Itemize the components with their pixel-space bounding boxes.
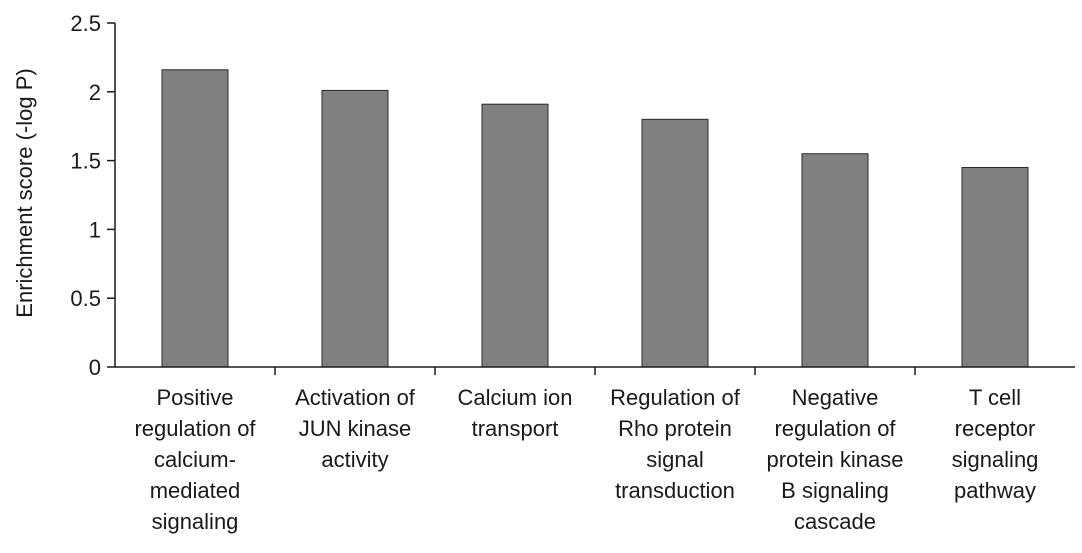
x-category-label-line: B signaling <box>781 478 889 503</box>
bar <box>321 89 389 368</box>
y-tick-label: 1.5 <box>70 149 101 174</box>
x-category-label-line: transport <box>472 416 559 441</box>
x-category-label-line: transduction <box>615 478 735 503</box>
bars-layer <box>161 69 1029 368</box>
x-category-label-line: signal <box>646 447 703 472</box>
x-category-label: Negative regulation of protein kinase B sig… <box>767 385 904 534</box>
x-category-label-line: signaling <box>952 447 1039 472</box>
y-tick-label: 2 <box>89 80 101 105</box>
x-category-label-line: mediated <box>150 478 241 503</box>
bar <box>961 166 1029 368</box>
x-category-label-line: Rho protein <box>618 416 732 441</box>
bar <box>481 103 549 368</box>
y-tick-label: 1 <box>89 217 101 242</box>
x-category-label-line: Positive <box>156 385 233 410</box>
y-tick-label: 0 <box>89 355 101 380</box>
x-category-label-line: regulation of <box>134 416 256 441</box>
x-category-label-line: Calcium ion <box>458 385 573 410</box>
x-category-label-line: regulation of <box>774 416 896 441</box>
x-category-label: Calcium ion transport <box>458 385 573 441</box>
y-tick-label: 2.5 <box>70 11 101 36</box>
x-category-label-line: Regulation of <box>610 385 741 410</box>
x-category-label-line: calcium- <box>154 447 236 472</box>
x-category-label-line: receptor <box>955 416 1036 441</box>
x-category-label-line: T cell <box>969 385 1021 410</box>
y-axis-ticks: 0 0.5 1 1.5 2 2.5 <box>70 11 115 380</box>
x-category-label-line: protein kinase <box>767 447 904 472</box>
x-axis-categories: Positive regulation of calcium-mediated sig… <box>134 367 1038 534</box>
x-category-label-line: pathway <box>954 478 1036 503</box>
bar <box>161 69 229 368</box>
x-category-label-line: cascade <box>794 509 876 534</box>
x-category-label-line: signaling <box>152 509 239 534</box>
x-category-label: Positive regulation of calcium-mediated sig… <box>134 385 256 534</box>
bar <box>801 153 869 368</box>
x-category-label-line: JUN kinase <box>299 416 411 441</box>
x-category-label: T cell receptor signaling pathway <box>952 385 1039 503</box>
x-category-label: Regulation of Rho protein signal transducti… <box>610 385 741 503</box>
x-category-label-line: activity <box>321 447 388 472</box>
x-category-label: Activation of JUN kinase activity <box>295 385 416 472</box>
bar <box>641 118 709 368</box>
x-category-label-line: Negative <box>792 385 879 410</box>
x-category-label-line: Activation of <box>295 385 416 410</box>
y-tick-label: 0.5 <box>70 286 101 311</box>
y-axis-title: Enrichment score (-log P) <box>12 68 37 317</box>
